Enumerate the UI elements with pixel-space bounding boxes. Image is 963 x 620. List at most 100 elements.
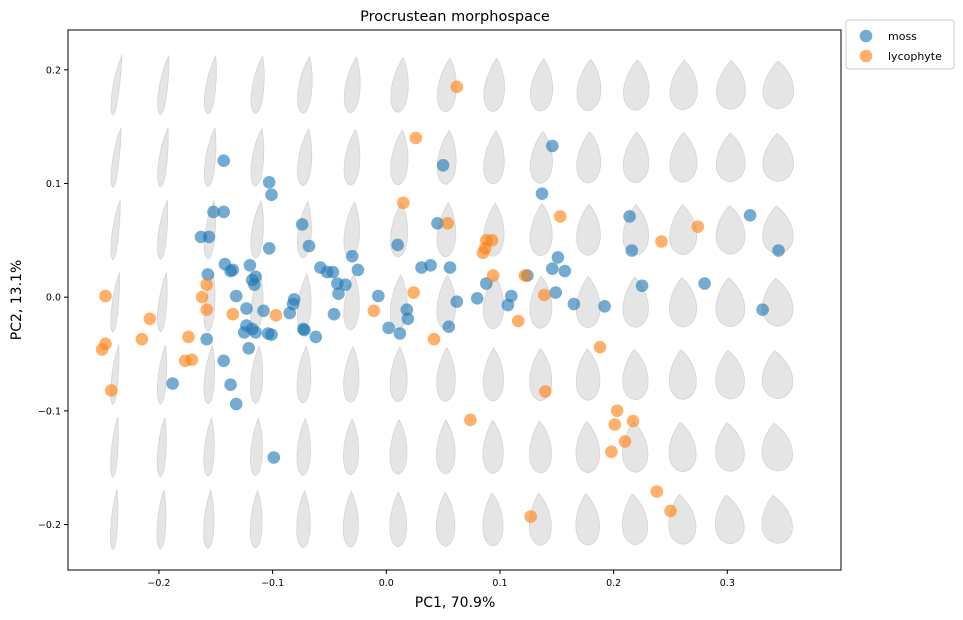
moss-point: [240, 302, 253, 315]
leaf-shape: [668, 421, 697, 473]
moss-point: [625, 244, 639, 257]
moss-point: [200, 332, 213, 346]
leaf-shape: [669, 131, 698, 183]
moss-point: [450, 295, 464, 309]
lycophyte-point: [441, 217, 455, 230]
moss-point: [551, 251, 565, 264]
lycophyte-point: [200, 303, 213, 317]
y-tick-label: 0.1: [46, 179, 61, 190]
leaf-shape: [296, 417, 311, 476]
x-tick-label: 0.2: [606, 578, 621, 589]
lycophyte-point: [99, 289, 112, 303]
moss-point: [302, 239, 316, 253]
y-tick-label: 0.2: [46, 65, 61, 76]
leaf-shape: [296, 345, 312, 404]
moss-point: [265, 328, 278, 342]
lycophyte-point: [664, 504, 677, 518]
leaf-shape: [715, 277, 746, 328]
moss-point: [546, 262, 559, 276]
moss-point: [332, 287, 345, 301]
y-axis-title: PC2, 13.1%: [9, 260, 25, 341]
leaf-shape: [575, 420, 601, 474]
moss-point: [442, 320, 456, 334]
lycophyte-point: [99, 337, 112, 351]
leaf-shape: [482, 347, 504, 402]
lycophyte-point: [691, 220, 705, 233]
leaf-shape: [715, 204, 746, 255]
leaf-shape: [576, 275, 601, 329]
moss-point: [327, 307, 341, 321]
moss-point: [505, 289, 518, 303]
leaf-shape: [157, 127, 169, 188]
leaf-shape: [669, 276, 697, 328]
moss-point: [201, 268, 215, 281]
lycophyte-point: [450, 80, 464, 94]
leaf-shape: [110, 489, 119, 550]
moss-point: [558, 264, 572, 278]
leaf-shape: [203, 416, 215, 477]
lycophyte-point: [518, 269, 532, 282]
leaf-shape: [110, 54, 123, 116]
moss-point: [229, 397, 243, 411]
leaf-shape: [342, 490, 359, 548]
leaf-shape: [622, 131, 650, 184]
y-tick-label: −0.2: [38, 520, 61, 531]
moss-point: [470, 292, 484, 305]
lycophyte-point: [143, 312, 157, 326]
leaf-shape: [762, 60, 794, 110]
x-tick-label: −0.1: [261, 578, 284, 589]
x-tick-label: 0.0: [379, 578, 394, 589]
legend-label-lycophyte: lycophyte: [888, 50, 942, 63]
moss-point: [217, 154, 230, 167]
lycophyte-point: [538, 288, 551, 302]
lycophyte-point: [655, 235, 668, 248]
leaf-shape: [297, 55, 313, 114]
leaf-shape: [436, 491, 456, 547]
lycophyte-point: [427, 332, 441, 346]
leaf-shape: [761, 422, 793, 472]
moss-point: [546, 139, 559, 153]
leaf-shape: [714, 494, 745, 545]
leaf-shape: [390, 56, 409, 113]
legend-label-moss: moss: [888, 30, 917, 43]
y-tick-label: 0.0: [46, 293, 61, 304]
leaf-shape: [203, 488, 215, 549]
moss-point: [393, 327, 407, 340]
leaf-shape: [529, 275, 553, 329]
leaf-shape: [343, 273, 360, 331]
moss-point: [567, 297, 581, 311]
leaf-shape: [669, 59, 698, 111]
leaf-shape: [110, 127, 122, 188]
moss-point: [351, 263, 365, 277]
moss-point: [598, 300, 611, 313]
lycophyte-point: [226, 307, 240, 321]
leaf-shape: [343, 418, 360, 476]
leaf-shape: [436, 57, 457, 113]
moss-point: [391, 238, 405, 252]
lycophyte-point: [397, 196, 410, 210]
lycophyte-point: [200, 278, 213, 292]
x-axis: −0.2 −0.1 0.0 0.1 0.2 0.3: [147, 570, 735, 589]
leaf-shape: [483, 57, 505, 113]
leaf-shape: [576, 131, 601, 184]
moss-point: [242, 342, 255, 355]
leaf-shape: [530, 58, 554, 112]
lycophyte-point: [605, 445, 618, 459]
leaf-shape: [156, 344, 168, 405]
lycophyte-point: [185, 353, 199, 367]
lycophyte-point: [367, 304, 381, 318]
leaf-shape: [250, 417, 263, 477]
moss-point: [309, 330, 323, 344]
lycophyte-point: [539, 385, 552, 398]
leaf-shape: [761, 494, 793, 544]
leaf-shape: [110, 272, 120, 333]
leaf-shape: [250, 127, 265, 187]
moss-point: [226, 263, 240, 277]
legend: moss lycophyte: [845, 19, 955, 70]
leaf-shape: [296, 490, 311, 549]
lycophyte-point: [486, 269, 500, 282]
leaf-shape: [249, 489, 263, 549]
lycophyte-point: [650, 485, 664, 498]
moss-point: [772, 244, 785, 257]
moss-point: [257, 304, 270, 318]
